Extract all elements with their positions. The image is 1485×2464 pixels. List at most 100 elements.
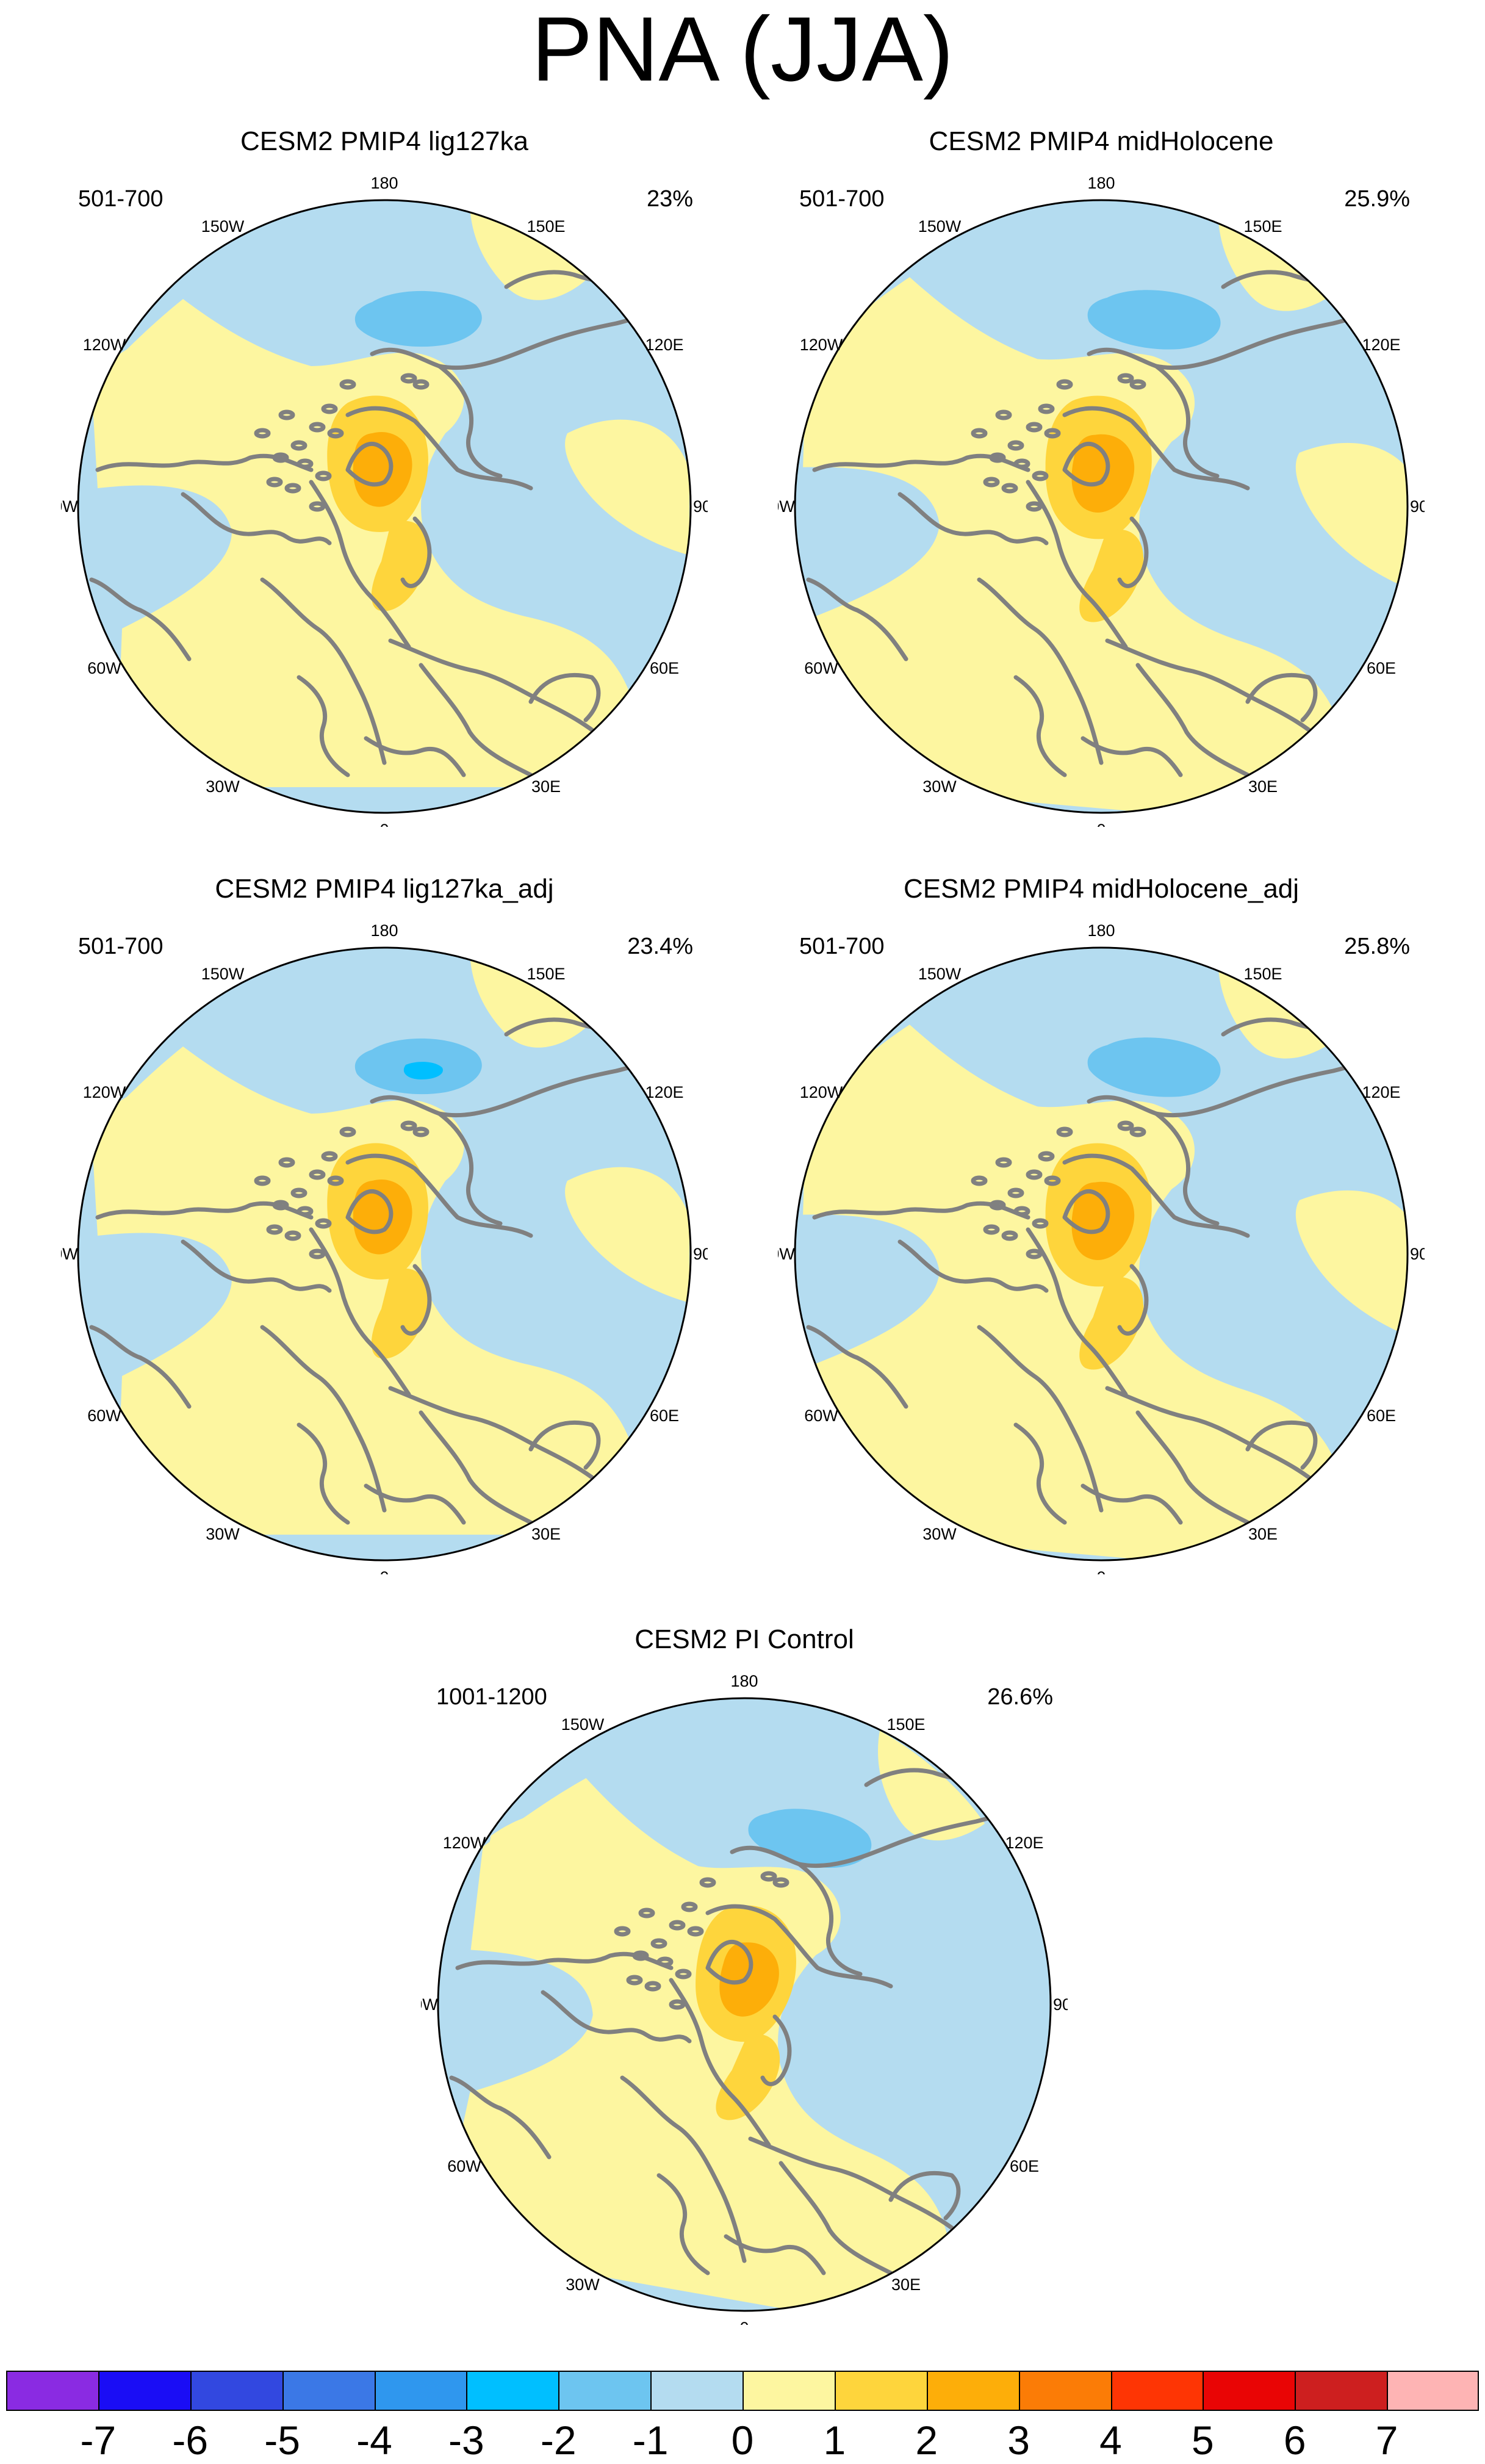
- negative-anomaly-core: [1087, 1037, 1221, 1097]
- positive-anomaly-max: [353, 432, 412, 507]
- map-panel-lig127ka-adj: CESM2 PMIP4 lig127ka_adj 501-700 23.4% 1…: [61, 873, 708, 1574]
- panel-percent: 26.6%: [987, 1684, 1053, 1710]
- polar-map: 180 150E 120E 90E 60E 30E 0 30W 60W 90W 120W 150W: [61, 174, 708, 827]
- longitude-label: 120E: [645, 1083, 683, 1101]
- figure-title: PNA (JJA): [531, 0, 954, 100]
- longitude-label: 90E: [693, 497, 708, 516]
- longitude-label: 90W: [778, 497, 795, 516]
- panel-title: CESM2 PMIP4 lig127ka: [240, 126, 528, 156]
- polar-map: 180 150E 120E 90E 60E 30E 0 30W 60W 90W 120W 150W: [421, 1672, 1068, 2325]
- coastlines: [806, 1017, 1397, 1525]
- longitude-label: 60W: [447, 2157, 481, 2175]
- longitude-label: 150E: [527, 965, 565, 983]
- panel-title: CESM2 PMIP4 midHolocene_adj: [903, 874, 1300, 904]
- panel-title: CESM2 PMIP4 lig127ka_adj: [215, 874, 554, 904]
- positive-anomaly-core: [1079, 529, 1143, 622]
- positive-anomaly-core: [371, 521, 428, 611]
- longitude-label: 120W: [443, 1834, 486, 1852]
- longitude-label: 30W: [206, 1525, 240, 1543]
- map-boundary: [77, 199, 692, 814]
- polar-map: 180 150E 120E 90E 60E 30E 0 30W 60W 90W 120W 150W: [61, 921, 708, 1574]
- longitude-label: 120W: [83, 1083, 126, 1101]
- longitude-label: 180: [1087, 174, 1115, 192]
- panel-years: 501-700: [78, 934, 164, 959]
- map-boundary: [77, 946, 692, 1562]
- longitude-label: 30E: [531, 1525, 561, 1543]
- colorbar-tick-label: 1: [823, 2418, 846, 2463]
- negative-anomaly-core: [354, 290, 482, 347]
- panel-years: 501-700: [78, 186, 164, 212]
- longitude-label: 90E: [1410, 497, 1425, 516]
- longitude-label: 150W: [561, 1715, 605, 1734]
- panel-percent: 25.9%: [1344, 186, 1410, 212]
- colorbar-swatch: [6, 2371, 99, 2411]
- longitude-label: 90E: [1410, 1245, 1425, 1263]
- map-boundary: [437, 1697, 1052, 2312]
- polar-map: 180 150E 120E 90E 60E 30E 0 30W 60W 90W 120W 150W: [778, 921, 1425, 1574]
- longitude-label: 60E: [650, 1407, 679, 1425]
- panel-title: CESM2 PMIP4 midHolocene: [929, 126, 1274, 156]
- positive-anomaly-region: [98, 1084, 201, 1144]
- positive-anomaly-region: [438, 1778, 948, 2311]
- colorbar-tick-label: 5: [1192, 2418, 1214, 2463]
- longitude-label: 150E: [527, 217, 565, 236]
- positive-anomaly-max: [1071, 1181, 1135, 1260]
- panel-title: CESM2 PI Control: [635, 1624, 854, 1654]
- positive-anomaly-region: [878, 1731, 985, 1841]
- positive-anomaly-max: [1071, 434, 1135, 513]
- map-boundary: [794, 946, 1409, 1562]
- longitude-label: 120E: [645, 336, 683, 354]
- panel-years: 501-700: [799, 934, 885, 959]
- panel-years: 1001-1200: [436, 1684, 547, 1710]
- longitude-label: 150E: [1243, 217, 1282, 236]
- map-panel-lig127ka: CESM2 PMIP4 lig127ka 501-700 23% 180 150E…: [61, 125, 708, 827]
- panel-percent: 25.8%: [1344, 934, 1410, 959]
- colorbar-swatch: [743, 2371, 835, 2411]
- colorbar: -7 -6 -5 -4 -3 -2 -1 0 1 2 3 4 5 6 7: [6, 2371, 1479, 2461]
- map-panel-midholocene-adj: CESM2 PMIP4 midHolocene_adj 501-700 25.8…: [778, 873, 1425, 1574]
- positive-anomaly-region: [565, 419, 689, 555]
- longitude-label: 180: [370, 921, 398, 940]
- positive-anomaly-region: [486, 1812, 595, 1860]
- longitude-label: 150E: [886, 1715, 925, 1734]
- longitude-label: 30W: [922, 777, 957, 796]
- longitude-label: 120E: [1005, 1834, 1043, 1852]
- negative-anomaly-core: [748, 1809, 872, 1868]
- coastlines: [89, 270, 680, 777]
- colorbar-swatch: [466, 2371, 559, 2411]
- colorbar-tick-label: -5: [264, 2418, 300, 2463]
- positive-anomaly-region: [795, 277, 1344, 813]
- longitude-label: 150W: [918, 217, 962, 236]
- longitude-label: 120E: [1362, 1083, 1400, 1101]
- longitude-label: 90E: [693, 1245, 708, 1263]
- longitude-label: 90W: [421, 1995, 438, 2014]
- map-boundary: [794, 199, 1409, 814]
- colorbar-tick-label: 2: [915, 2418, 938, 2463]
- longitude-label: 180: [1087, 921, 1115, 940]
- colorbar-swatch: [1110, 2371, 1203, 2411]
- colorbar-swatch: [650, 2371, 743, 2411]
- longitude-label: 30W: [566, 2275, 600, 2294]
- negative-anomaly-core: [1087, 290, 1221, 350]
- longitude-label: 150W: [201, 965, 245, 983]
- longitude-label: 0: [1096, 821, 1106, 827]
- colorbar-tick-label: -7: [80, 2418, 117, 2463]
- colorbar-swatch: [1203, 2371, 1295, 2411]
- positive-anomaly-core: [371, 1268, 428, 1359]
- positive-anomaly-max: [719, 1942, 779, 2017]
- colorbar-swatch: [98, 2371, 191, 2411]
- panel-percent: 23.4%: [627, 934, 693, 959]
- colorbar-tick-label: 7: [1375, 2418, 1398, 2463]
- positive-anomaly-region: [565, 1167, 689, 1303]
- colorbar-tick-label: -4: [356, 2418, 392, 2463]
- longitude-label: 60E: [1367, 659, 1396, 677]
- longitude-label: 150W: [201, 217, 245, 236]
- longitude-label: 60W: [87, 659, 121, 677]
- positive-anomaly-region: [470, 201, 592, 300]
- longitude-label: 120E: [1362, 336, 1400, 354]
- longitude-label: 90E: [1053, 1995, 1068, 2014]
- coastlines: [89, 1017, 680, 1525]
- coastlines: [449, 1768, 1040, 2275]
- longitude-label: 90W: [61, 1245, 78, 1263]
- longitude-label: 60E: [1010, 2157, 1039, 2175]
